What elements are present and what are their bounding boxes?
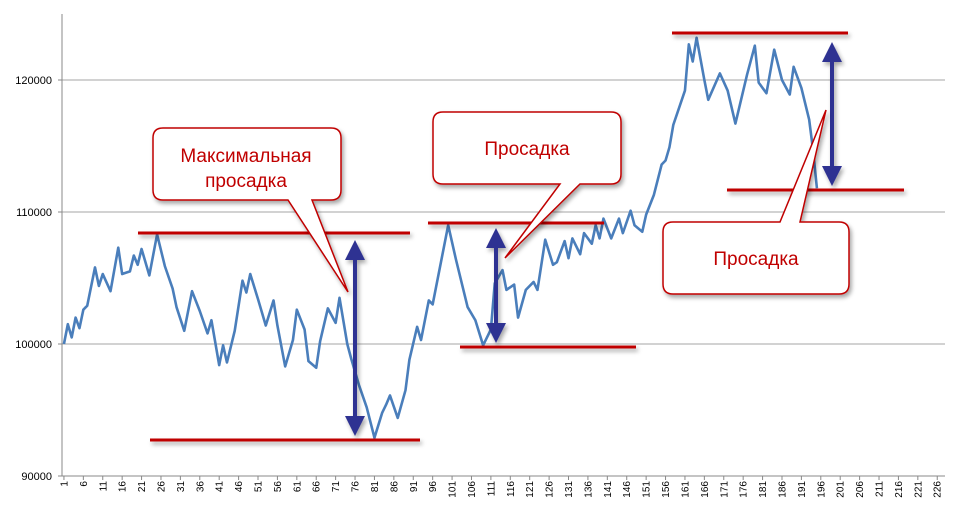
x-tick-label: 151 [642,481,653,498]
x-tick-label: 181 [758,481,769,498]
callout-text: просадка [205,171,287,192]
x-tick-label: 121 [525,481,536,498]
callouts [152,109,850,295]
x-tick-label: 146 [622,481,633,498]
y-tick-label: 90000 [21,471,52,483]
drawdown-arrows [345,42,842,436]
x-tick-label: 31 [176,481,187,493]
callout-text: Максимальная [180,146,311,167]
x-tick-label: 11 [98,481,109,492]
x-tick-label: 161 [680,481,691,498]
x-tick-label: 186 [777,481,788,498]
x-tick-label: 6 [79,481,90,487]
x-tick-label: 111 [486,481,497,497]
x-tick-label: 131 [564,481,575,498]
y-tick-label: 120000 [15,75,52,87]
x-tick-label: 101 [448,481,459,498]
x-tick-label: 171 [719,481,730,498]
x-tick-label: 41 [215,481,226,493]
x-tick-label: 136 [583,481,594,498]
x-tick-label: 141 [603,481,614,498]
y-tick-label: 100000 [15,339,52,351]
x-tick-label: 156 [661,481,672,498]
x-tick-label: 21 [137,481,148,493]
x-tick-label: 26 [156,481,167,493]
x-tick-label: 106 [467,481,478,498]
x-tick-label: 1 [59,481,70,487]
callout-text: Просадка [484,139,570,160]
callout [432,111,622,259]
x-tick-label: 46 [234,481,245,493]
callout-text: Просадка [713,249,799,270]
x-tick-label: 91 [409,481,420,493]
x-tick-label: 221 [913,481,924,498]
x-tick-label: 86 [389,481,400,493]
x-tick-label: 66 [312,481,323,493]
x-tick-label: 166 [700,481,711,498]
callout [662,109,850,295]
series-line [62,36,819,440]
x-tick-label: 176 [739,481,750,498]
x-tick-label: 61 [292,481,303,493]
x-tick-label: 196 [816,481,827,498]
x-tick-label: 36 [195,481,206,493]
x-tick-label: 201 [836,481,847,498]
x-tick-label: 96 [428,481,439,493]
x-tick-label: 216 [894,481,905,498]
x-tick-label: 76 [351,481,362,493]
y-tick-label: 110000 [16,207,52,219]
x-tick-label: 81 [370,481,381,493]
x-tick-label: 56 [273,481,284,493]
x-tick-label: 211 [875,481,886,497]
x-tick-label: 116 [506,481,517,497]
x-tick-label: 226 [933,481,944,498]
x-tick-label: 71 [331,481,342,493]
level-lines [138,31,904,442]
x-tick-label: 16 [118,481,129,493]
x-tick-label: 206 [855,481,866,498]
callout [152,127,349,293]
annotations: Максимальная просадка Просадка Просадка [138,31,904,442]
x-tick-label: 51 [254,481,265,493]
x-tick-label: 126 [545,481,556,498]
x-tick-label: 191 [797,481,808,498]
